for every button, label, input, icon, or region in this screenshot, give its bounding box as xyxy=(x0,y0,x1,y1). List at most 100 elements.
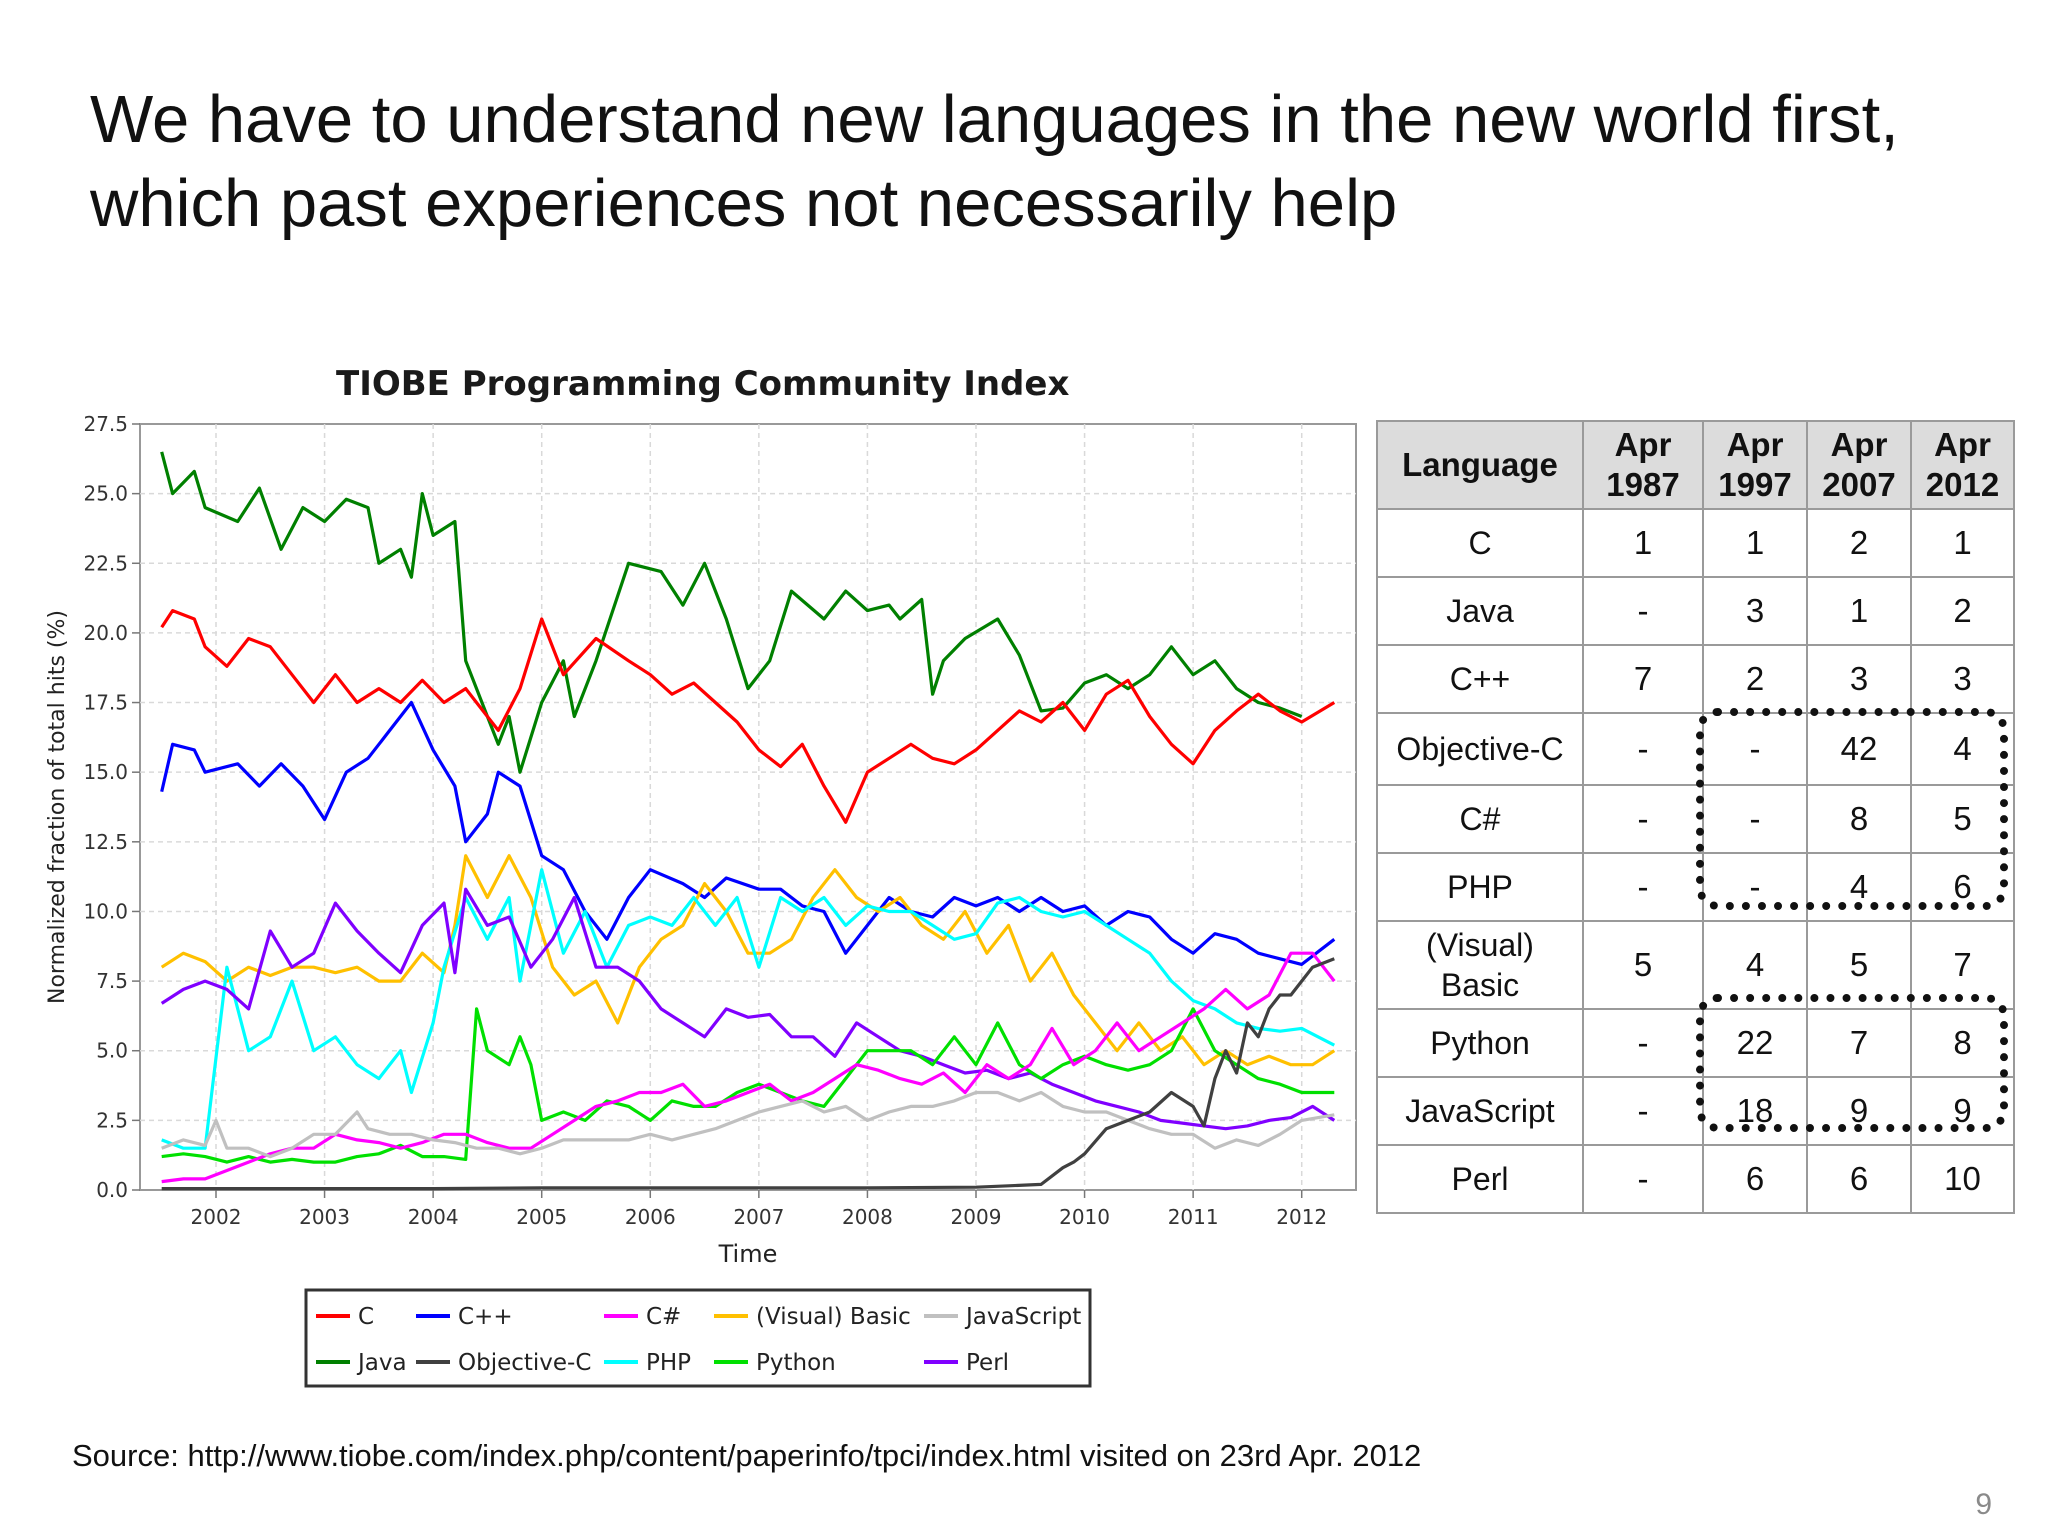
series-line-objective-c xyxy=(161,957,1335,1191)
table-rank-cell: 8 xyxy=(1806,784,1912,854)
y-tick-label: 12.5 xyxy=(83,830,128,854)
table-rank-cell: 1 xyxy=(1702,508,1808,578)
table-rank-cell: 42 xyxy=(1806,712,1912,786)
source-citation: Source: http://www.tiobe.com/index.php/c… xyxy=(72,1438,1422,1473)
table-rank-cell: 1 xyxy=(1910,508,2015,578)
series-line-c xyxy=(160,609,1336,824)
series-line-c xyxy=(160,700,1336,966)
legend-label: C# xyxy=(646,1304,681,1330)
chart-title: TIOBE Programming Community Index xyxy=(336,364,1070,404)
table-rank-cell: 6 xyxy=(1806,1144,1912,1214)
legend-label: PHP xyxy=(646,1350,691,1376)
table-rank-cell: 5 xyxy=(1582,920,1704,1010)
table-row: Perl -6 6 10 xyxy=(1376,1144,2015,1214)
table-rank-cell: 9 xyxy=(1806,1076,1912,1146)
table-row: PHP - -4 6 xyxy=(1376,852,2015,922)
legend-label: C++ xyxy=(458,1304,513,1330)
y-tick-label: 0.0 xyxy=(96,1178,128,1202)
y-tick-label: 25.0 xyxy=(83,482,128,506)
legend-label: C xyxy=(358,1304,374,1330)
table-row: Objective-C - -42 4 xyxy=(1376,712,2015,786)
y-tick-label: 27.5 xyxy=(83,412,128,436)
table-rank-cell: 3 xyxy=(1806,644,1912,714)
table-language-cell: C# xyxy=(1376,784,1584,854)
table-rank-cell: 3 xyxy=(1702,576,1808,646)
table-language-cell: Python xyxy=(1376,1008,1584,1078)
table-rank-cell: 18 xyxy=(1702,1076,1808,1146)
series-line-c xyxy=(161,951,1336,1184)
table-rank-cell: - xyxy=(1702,712,1808,786)
table-rank-cell: 1 xyxy=(1582,508,1704,578)
slide-title-line-2: which past experiences not necessarily h… xyxy=(90,166,1398,241)
y-tick-label: 7.5 xyxy=(96,969,128,993)
table-rank-cell: - xyxy=(1582,1008,1704,1078)
x-tick-label: 2012 xyxy=(1276,1205,1327,1229)
x-tick-label: 2008 xyxy=(842,1205,893,1229)
slide-title-line-1: We have to understand new languages in t… xyxy=(90,82,1899,157)
x-tick-label: 2007 xyxy=(733,1205,784,1229)
table-language-cell: Objective-C xyxy=(1376,712,1584,786)
x-tick-label: 2002 xyxy=(191,1205,242,1229)
legend-label: Perl xyxy=(966,1350,1009,1376)
legend-label: Java xyxy=(356,1350,407,1376)
table-rank-cell: 3 xyxy=(1910,644,2015,714)
table-rank-cell: 10 xyxy=(1910,1144,2015,1214)
series-line-perl xyxy=(160,887,1336,1131)
table-body: C 1 1 2 1 Java -3 1 2 C++ 7 2 3 3 Objective-C - -42 4 C# - -… xyxy=(1376,508,2015,1214)
legend-label: (Visual) Basic xyxy=(756,1304,911,1330)
series-line-php xyxy=(161,868,1336,1150)
table-header-row: Language Apr 1987 Apr 1997 Apr 2007 Apr 2012 xyxy=(1376,420,2015,510)
y-tick-label: 20.0 xyxy=(83,621,128,645)
series-line-javascript xyxy=(161,1090,1335,1159)
table-header-cell: Apr 1997 xyxy=(1702,420,1808,510)
y-tick-label: 22.5 xyxy=(83,551,128,575)
table-header-cell: Language xyxy=(1376,420,1584,510)
legend-box xyxy=(304,1288,1092,1388)
table-language-cell: Java xyxy=(1376,576,1584,646)
table-rank-cell: 2 xyxy=(1910,576,2015,646)
y-tick-label: 5.0 xyxy=(96,1039,128,1063)
plot-area xyxy=(139,423,1357,1191)
table-header-cell: Apr 1987 xyxy=(1582,420,1704,510)
table-rank-cell: - xyxy=(1582,1144,1704,1214)
table-rank-cell: - xyxy=(1582,852,1704,922)
table-rank-cell: 8 xyxy=(1910,1008,2015,1078)
highlight-box-new-languages xyxy=(1696,708,2008,910)
x-tick-label: 2005 xyxy=(516,1205,567,1229)
table-header-cell: Apr 2007 xyxy=(1806,420,1912,510)
table-rank-cell: 7 xyxy=(1806,1008,1912,1078)
table-language-cell: C xyxy=(1376,508,1584,578)
table-language-cell: JavaScript xyxy=(1376,1076,1584,1146)
table-language-cell: (Visual) Basic xyxy=(1376,920,1584,1010)
x-tick-label: 2006 xyxy=(625,1205,676,1229)
table-rank-cell: - xyxy=(1702,784,1808,854)
series-line-java xyxy=(160,451,1303,774)
table-row: JavaScript -18 9 9 xyxy=(1376,1076,2015,1146)
x-tick-label: 2009 xyxy=(951,1205,1002,1229)
table-rank-cell: 6 xyxy=(1910,852,2015,922)
table-header-cell: Apr 2012 xyxy=(1910,420,2015,510)
table-rank-cell: - xyxy=(1582,784,1704,854)
table-row: Java -3 1 2 xyxy=(1376,576,2015,646)
legend-label: Python xyxy=(756,1350,836,1376)
slide-title: We have to understand new languages in t… xyxy=(90,78,1990,246)
table-row: C# - -8 5 xyxy=(1376,784,2015,854)
y-tick-label: 15.0 xyxy=(83,760,128,784)
y-axis-label: Normalized fraction of total hits (%) xyxy=(45,610,70,1004)
table-rank-cell: 1 xyxy=(1806,576,1912,646)
table-language-cell: Perl xyxy=(1376,1144,1584,1214)
highlight-box-scripting-languages xyxy=(1696,994,2008,1132)
legend-label: Objective-C xyxy=(458,1350,591,1376)
table-rank-cell: 7 xyxy=(1582,644,1704,714)
table-language-cell: PHP xyxy=(1376,852,1584,922)
x-tick-label: 2010 xyxy=(1059,1205,1110,1229)
x-tick-label: 2003 xyxy=(299,1205,350,1229)
table-rank-cell: - xyxy=(1582,1076,1704,1146)
y-tick-label: 10.0 xyxy=(83,899,128,923)
table-rank-cell: 2 xyxy=(1702,644,1808,714)
x-axis-label: Time xyxy=(718,1240,778,1268)
table-language-cell: C++ xyxy=(1376,644,1584,714)
table-rank-cell: 22 xyxy=(1702,1008,1808,1078)
